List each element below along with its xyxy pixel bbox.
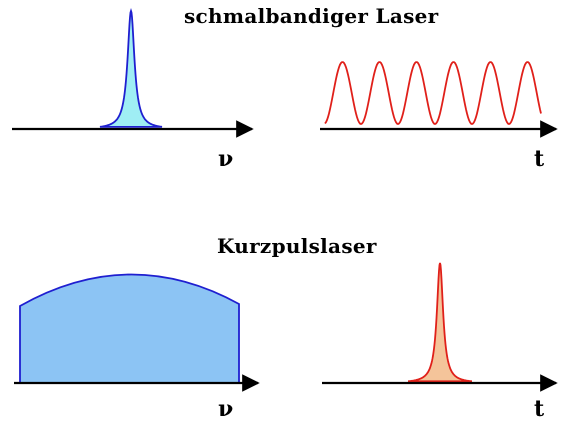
short-pulse-laser-title: Kurzpulslaser [217,234,377,258]
short-pulse-curve [408,262,472,383]
frequency-label-top: ν [218,146,234,172]
time-label-bottom: t [534,396,545,422]
narrow-spectrum-curve [99,7,163,128]
frequency-label-bottom: ν [218,396,234,422]
narrowband-laser-title: schmalbandiger Laser [184,4,439,28]
time-label-top: t [534,146,545,172]
continuous-wave-curve [324,61,542,125]
broad-spectrum-curve [19,273,240,384]
